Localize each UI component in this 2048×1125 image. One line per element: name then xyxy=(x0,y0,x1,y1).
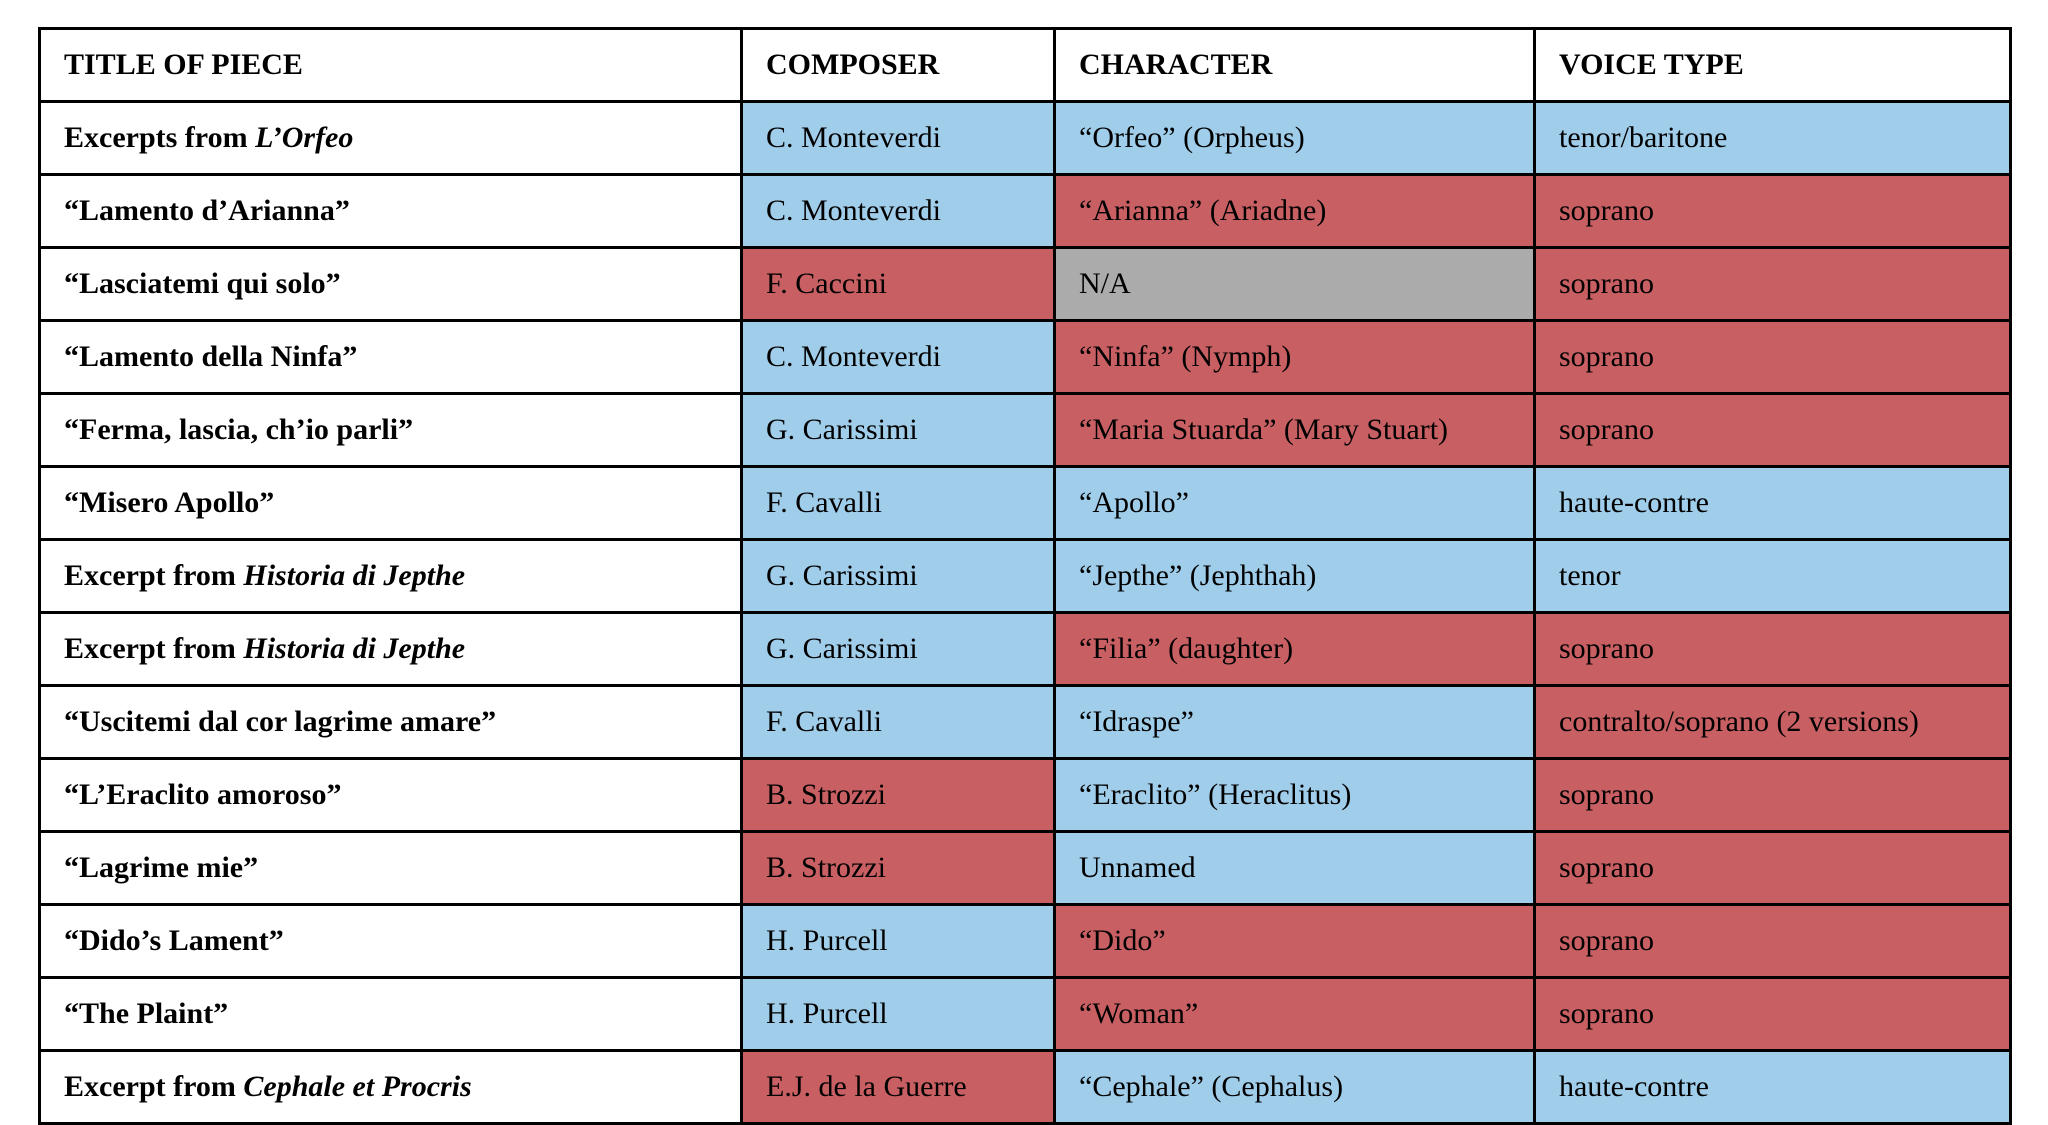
header-row: TITLE OF PIECE COMPOSER CHARACTER VOICE … xyxy=(38,27,2012,103)
voice-type-cell: soprano xyxy=(1533,246,2012,322)
title-work-name-italic: Historia di Jepthe xyxy=(243,631,466,665)
col-header-voice-type: VOICE TYPE xyxy=(1533,27,2012,103)
title-cell: “Lasciatemi qui solo” xyxy=(38,246,743,322)
title-cell: “L’Eraclito amoroso” xyxy=(38,757,743,833)
composer-cell: G. Carissimi xyxy=(740,392,1056,468)
title-cell: Excerpts from L’Orfeo xyxy=(38,100,743,176)
voice-type-cell: haute-contre xyxy=(1533,465,2012,541)
composer-cell: E.J. de la Guerre xyxy=(740,1049,1056,1125)
composer-cell: C. Monteverdi xyxy=(740,100,1056,176)
voice-type-cell: soprano xyxy=(1533,392,2012,468)
character-cell: “Orfeo” (Orpheus) xyxy=(1053,100,1536,176)
title-text: Excerpt from xyxy=(64,631,244,665)
title-cell: “Ferma, lascia, ch’io parli” xyxy=(38,392,743,468)
composer-cell: G. Carissimi xyxy=(740,611,1056,687)
title-cell: “Lagrime mie” xyxy=(38,830,743,906)
voice-type-cell: soprano xyxy=(1533,173,2012,249)
title-text: Excerpt from xyxy=(64,1069,244,1103)
title-cell: “Lamento d’Arianna” xyxy=(38,173,743,249)
title-text: “Lamento d’Arianna” xyxy=(64,193,350,227)
table-row: “L’Eraclito amoroso” B. Strozzi “Eraclito”… xyxy=(38,757,2012,833)
title-work-name-italic: Historia di Jepthe xyxy=(243,558,466,592)
voice-type-cell: soprano xyxy=(1533,830,2012,906)
title-text: “The Plaint” xyxy=(64,996,229,1030)
character-cell: “Ninfa” (Nymph) xyxy=(1053,319,1536,395)
voice-type-cell: soprano xyxy=(1533,611,2012,687)
title-cell: Excerpt from Historia di Jepthe xyxy=(38,611,743,687)
title-text: “Dido’s Lament” xyxy=(64,923,284,957)
character-cell: “Filia” (daughter) xyxy=(1053,611,1536,687)
voice-type-cell: soprano xyxy=(1533,319,2012,395)
table-row: Excerpt from Historia di Jepthe G. Cariss… xyxy=(38,538,2012,614)
voice-type-cell: tenor/baritone xyxy=(1533,100,2012,176)
title-text: “Ferma, lascia, ch’io parli” xyxy=(64,412,414,446)
character-cell: “Idraspe” xyxy=(1053,684,1536,760)
title-text: “Uscitemi dal cor lagrime amare” xyxy=(64,704,497,738)
character-cell: N/A xyxy=(1053,246,1536,322)
composer-cell: F. Caccini xyxy=(740,246,1056,322)
composer-cell: G. Carissimi xyxy=(740,538,1056,614)
character-cell: “Eraclito” (Heraclitus) xyxy=(1053,757,1536,833)
composer-cell: C. Monteverdi xyxy=(740,319,1056,395)
character-cell: “Dido” xyxy=(1053,903,1536,979)
title-text: “Lasciatemi qui solo” xyxy=(64,266,341,300)
voice-type-cell: haute-contre xyxy=(1533,1049,2012,1125)
composer-cell: F. Cavalli xyxy=(740,465,1056,541)
table-row: “Lamento d’Arianna” C. Monteverdi “Arianna… xyxy=(38,173,2012,249)
table-row: “Uscitemi dal cor lagrime amare” F. Caval… xyxy=(38,684,2012,760)
character-cell: “Woman” xyxy=(1053,976,1536,1052)
table-row: “Misero Apollo” F. Cavalli “Apollo” haute-c… xyxy=(38,465,2012,541)
character-cell: “Arianna” (Ariadne) xyxy=(1053,173,1536,249)
title-work-name-italic: L’Orfeo xyxy=(255,120,354,154)
character-cell: “Jepthe” (Jephthah) xyxy=(1053,538,1536,614)
table-row: “Lamento della Ninfa” C. Monteverdi “Ninfa… xyxy=(38,319,2012,395)
title-text: Excerpts from xyxy=(64,120,256,154)
table-row: Excerpts from L’Orfeo C. Monteverdi “Orfeo… xyxy=(38,100,2012,176)
title-cell: Excerpt from Cephale et Procris xyxy=(38,1049,743,1125)
composer-cell: F. Cavalli xyxy=(740,684,1056,760)
title-cell: “Dido’s Lament” xyxy=(38,903,743,979)
col-header-title-of-piece: TITLE OF PIECE xyxy=(38,27,743,103)
col-header-character: CHARACTER xyxy=(1053,27,1536,103)
voice-type-cell: soprano xyxy=(1533,976,2012,1052)
composer-cell: B. Strozzi xyxy=(740,830,1056,906)
title-cell: “Lamento della Ninfa” xyxy=(38,319,743,395)
table-row: “Lagrime mie” B. Strozzi Unnamed soprano xyxy=(38,830,2012,906)
composer-cell: C. Monteverdi xyxy=(740,173,1056,249)
recital-program-table: TITLE OF PIECE COMPOSER CHARACTER VOICE … xyxy=(38,27,2012,1125)
title-cell: “Misero Apollo” xyxy=(38,465,743,541)
title-cell: “Uscitemi dal cor lagrime amare” xyxy=(38,684,743,760)
composer-cell: H. Purcell xyxy=(740,976,1056,1052)
character-cell: “Maria Stuarda” (Mary Stuart) xyxy=(1053,392,1536,468)
table-row: “Dido’s Lament” H. Purcell “Dido” soprano xyxy=(38,903,2012,979)
col-header-composer: COMPOSER xyxy=(740,27,1056,103)
table-row: “Ferma, lascia, ch’io parli” G. Carissimi… xyxy=(38,392,2012,468)
voice-type-cell: tenor xyxy=(1533,538,2012,614)
voice-type-cell: soprano xyxy=(1533,903,2012,979)
table-row: “The Plaint” H. Purcell “Woman” soprano xyxy=(38,976,2012,1052)
character-cell: “Apollo” xyxy=(1053,465,1536,541)
table-body: Excerpts from L’Orfeo C. Monteverdi “Orfeo… xyxy=(38,100,2012,1125)
title-text: Excerpt from xyxy=(64,558,244,592)
title-text: “Lagrime mie” xyxy=(64,850,259,884)
voice-type-cell: contralto/soprano (2 versions) xyxy=(1533,684,2012,760)
table-row: Excerpt from Cephale et Procris E.J. de l… xyxy=(38,1049,2012,1125)
title-cell: “The Plaint” xyxy=(38,976,743,1052)
composer-cell: H. Purcell xyxy=(740,903,1056,979)
table-row: “Lasciatemi qui solo” F. Caccini N/A sopran… xyxy=(38,246,2012,322)
title-text: “Misero Apollo” xyxy=(64,485,275,519)
title-text: “L’Eraclito amoroso” xyxy=(64,777,342,811)
title-cell: Excerpt from Historia di Jepthe xyxy=(38,538,743,614)
character-cell: Unnamed xyxy=(1053,830,1536,906)
table-row: Excerpt from Historia di Jepthe G. Cariss… xyxy=(38,611,2012,687)
voice-type-cell: soprano xyxy=(1533,757,2012,833)
character-cell: “Cephale” (Cephalus) xyxy=(1053,1049,1536,1125)
title-work-name-italic: Cephale et Procris xyxy=(243,1069,472,1103)
title-text: “Lamento della Ninfa” xyxy=(64,339,358,373)
composer-cell: B. Strozzi xyxy=(740,757,1056,833)
